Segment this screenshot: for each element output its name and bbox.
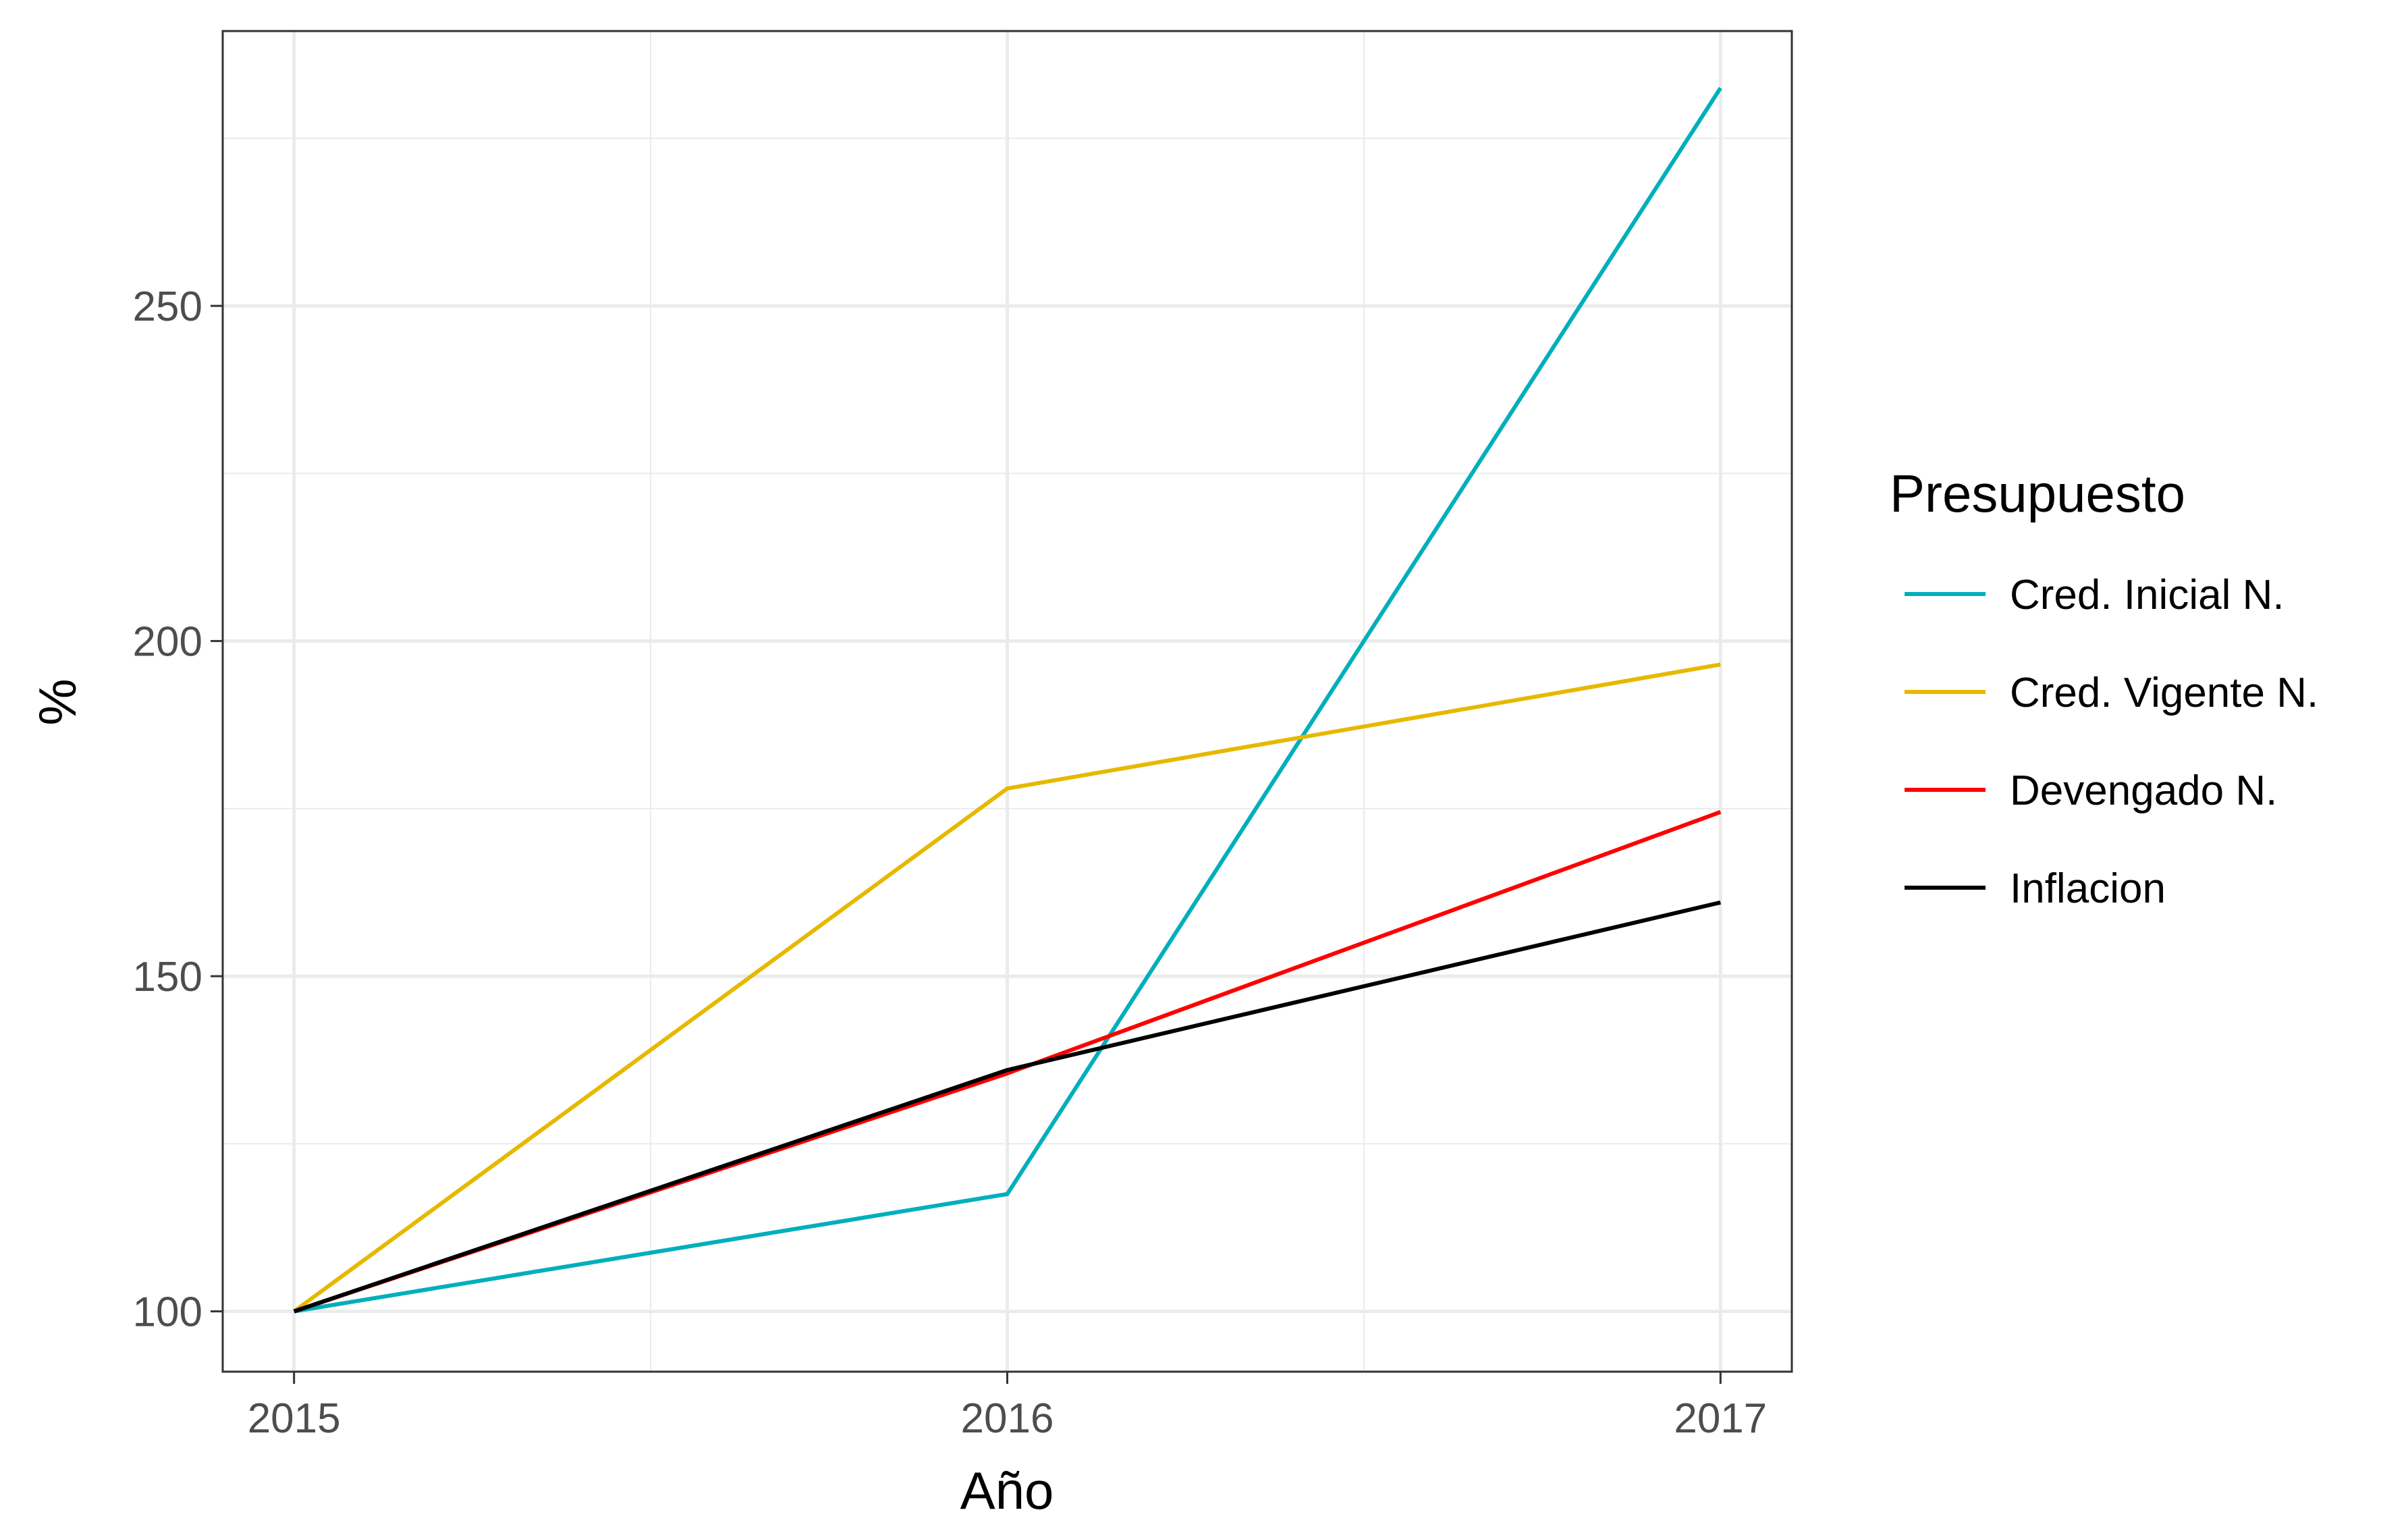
legend: Presupuesto Cred. Inicial N. Cred. Vigent… bbox=[1890, 464, 2318, 912]
legend-title: Presupuesto bbox=[1890, 464, 2185, 523]
y-axis: 100 150 200 250 bbox=[133, 284, 223, 1336]
major-grid bbox=[223, 31, 1792, 1372]
y-tick-label: 250 bbox=[133, 284, 202, 330]
x-tick-label: 2015 bbox=[248, 1395, 341, 1442]
legend-label-cred-inicial-n: Cred. Inicial N. bbox=[2010, 572, 2284, 618]
y-tick-label: 200 bbox=[133, 619, 202, 666]
y-tick-label: 100 bbox=[133, 1289, 202, 1336]
x-axis: 2015 2016 2017 bbox=[248, 1372, 1767, 1442]
legend-label-inflacion: Inflacion bbox=[2010, 865, 2166, 912]
legend-label-cred-vigente-n: Cred. Vigente N. bbox=[2010, 670, 2318, 716]
series-line-inflacion bbox=[293, 900, 1722, 1314]
legend-label-devengado-n: Devengado N. bbox=[2010, 768, 2277, 814]
series-line-cred-inicial-n bbox=[294, 86, 1722, 1314]
series-layer bbox=[292, 86, 1722, 1314]
x-tick-label: 2017 bbox=[1674, 1395, 1767, 1442]
y-tick-label: 150 bbox=[133, 954, 202, 1000]
y-axis-title: % bbox=[28, 678, 87, 725]
x-tick-label: 2016 bbox=[961, 1395, 1054, 1442]
series-line-cred-vigente-n bbox=[292, 662, 1721, 1314]
x-axis-title: Año bbox=[960, 1461, 1054, 1520]
